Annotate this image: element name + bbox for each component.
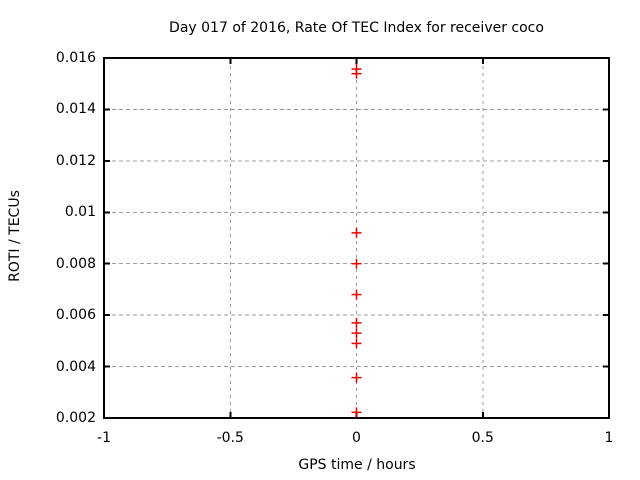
chart-title: Day 017 of 2016, Rate Of TEC Index for r…: [169, 20, 544, 36]
x-tick-label: -1: [97, 430, 111, 446]
x-axis-title: GPS time / hours: [298, 457, 416, 473]
y-tick-label: 0.014: [55, 101, 96, 118]
x-tick-label: -0.5: [216, 430, 244, 446]
x-tick-label: 0.5: [471, 430, 494, 446]
plot-border: [103, 57, 610, 419]
y-tick-label: 0.006: [55, 307, 96, 324]
y-tick-label: 0.008: [55, 255, 96, 272]
y-tick-label: 0.004: [55, 358, 96, 375]
y-tick-label: 0.01: [64, 204, 96, 221]
y-tick-label: 0.002: [55, 410, 96, 426]
y-tick-label: 0.016: [55, 50, 96, 66]
x-tick-label: 1: [604, 430, 614, 446]
x-tick-label: 0: [352, 430, 361, 446]
y-tick-label: 0.012: [55, 152, 96, 169]
